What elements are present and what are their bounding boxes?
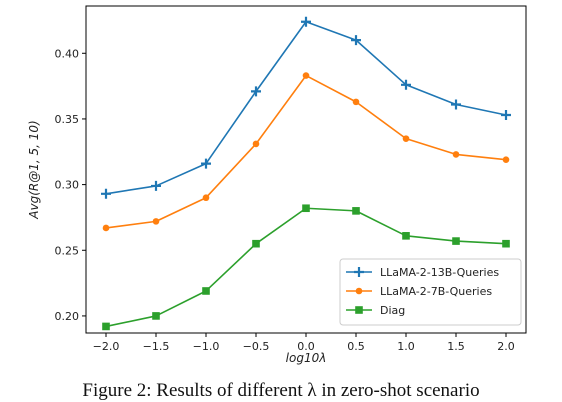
data-point — [151, 180, 161, 191]
y-tick-label: 0.20 — [55, 310, 80, 323]
x-axis-label: log10λ — [286, 351, 327, 365]
data-point — [101, 188, 111, 199]
legend-entry-3: Diag — [346, 304, 405, 317]
legend-marker — [355, 306, 363, 314]
y-tick-label: 0.30 — [55, 179, 80, 192]
legend-label: Diag — [380, 304, 405, 317]
x-tick-label: −2.0 — [93, 340, 120, 353]
data-point — [202, 194, 210, 202]
x-tick-label: 0.0 — [297, 340, 315, 353]
data-point — [202, 287, 210, 295]
plot-area — [101, 16, 511, 331]
data-point — [352, 207, 360, 215]
legend-label: LLaMA-2-7B-Queries — [380, 285, 492, 298]
data-point — [351, 35, 361, 46]
data-point — [401, 79, 411, 90]
x-tick-label: −1.5 — [143, 340, 170, 353]
data-point — [502, 156, 510, 163]
data-point — [252, 140, 260, 148]
legend-label: LLaMA-2-13B-Queries — [380, 266, 499, 279]
y-tick-label: 0.40 — [55, 47, 80, 60]
x-tick-label: −1.0 — [193, 340, 220, 353]
data-point — [201, 158, 211, 169]
series-line — [105, 20, 507, 195]
y-tick-label: 0.35 — [55, 113, 80, 126]
series-2 — [102, 72, 510, 232]
data-point — [102, 224, 110, 232]
legend: LLaMA-2-13B-Queries LLaMA-2-7B-Queries Dia… — [339, 258, 522, 326]
y-tick-label: 0.25 — [55, 244, 80, 257]
data-point — [352, 98, 360, 106]
data-point — [302, 204, 310, 213]
data-point — [502, 239, 510, 248]
x-tick-label: 0.5 — [347, 340, 365, 353]
data-point — [102, 322, 110, 331]
data-point — [501, 110, 511, 120]
data-point — [402, 232, 410, 240]
data-point — [452, 237, 460, 245]
legend-marker — [354, 267, 364, 277]
series-1 — [101, 16, 511, 199]
data-point — [252, 239, 260, 248]
data-point — [152, 218, 160, 225]
data-point — [152, 312, 160, 320]
figure-caption: Figure 2: Results of different λ in zero… — [82, 380, 480, 401]
data-point — [301, 16, 311, 27]
data-point — [402, 135, 410, 142]
series-3 — [102, 204, 510, 331]
axes: −2.0 −1.5 −1.0 −0.5 0.0 0.5 1.0 1.5 2.0 0.20 0.25 0… — [27, 5, 527, 365]
x-tick-label: −0.5 — [243, 340, 270, 353]
x-tick-label: 2.0 — [497, 340, 515, 353]
x-tick-label: 1.0 — [397, 340, 415, 353]
data-point — [251, 86, 261, 97]
legend-entry-1: LLaMA-2-13B-Queries — [346, 266, 499, 279]
data-point — [451, 99, 461, 110]
data-point — [302, 72, 310, 79]
data-point — [452, 151, 460, 158]
y-axis-label: Avg(R@1, 5, 10) — [27, 120, 41, 219]
x-tick-label: 1.5 — [447, 340, 465, 353]
legend-marker — [355, 287, 363, 295]
legend-box — [339, 258, 522, 326]
legend-entry-2: LLaMA-2-7B-Queries — [346, 285, 492, 298]
